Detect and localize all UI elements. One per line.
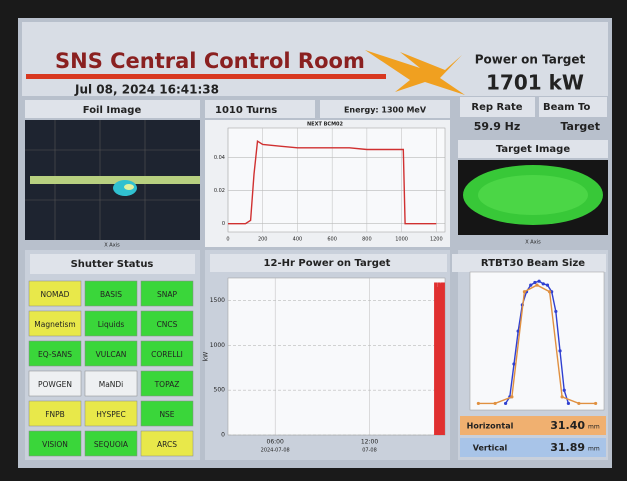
header-bar	[26, 74, 386, 79]
x-tick-date: 07-08	[362, 448, 377, 454]
x-tick-label: 1000	[395, 237, 408, 243]
series-point	[504, 402, 507, 405]
rep-rate-label: Rep Rate	[471, 102, 522, 113]
shutter-name: ARCS	[157, 440, 177, 449]
x-tick-label: 12:00	[361, 439, 378, 446]
x-tick-label: 800	[362, 237, 372, 243]
readout-label: Vertical	[473, 444, 508, 453]
readout-value: 31.89	[550, 441, 585, 454]
shutter-name: MaNDi	[99, 380, 124, 389]
x-tick-label: 200	[258, 237, 268, 243]
target-axis: X Axis	[525, 240, 541, 246]
series-point	[542, 282, 545, 285]
y-tick-label: 0	[222, 221, 225, 227]
y-tick-label: 0	[221, 432, 225, 439]
beam-to-label: Beam To	[543, 102, 591, 113]
x-tick-date: 2024-07-08	[261, 448, 290, 454]
series-point	[533, 281, 536, 284]
readout-unit: mm	[588, 424, 600, 431]
series-point	[494, 402, 497, 405]
power-label: Power on Target	[475, 53, 586, 67]
series-point	[537, 280, 540, 283]
shutter-name: SNAP	[157, 290, 178, 299]
datetime: Jul 08, 2024 16:41:38	[74, 83, 219, 97]
x-tick-label: 0	[226, 237, 229, 243]
shutter-name: EQ-SANS	[38, 350, 72, 359]
y-tick-label: 500	[214, 387, 226, 394]
shutter-name: FNPB	[45, 410, 65, 419]
shutter-name: NOMAD	[41, 290, 70, 299]
series-point	[546, 284, 549, 287]
foil-axis: X Axis	[104, 243, 120, 249]
shutter-name: NSE	[159, 410, 174, 419]
target-title: Target Image	[496, 144, 570, 155]
series-point	[567, 402, 570, 405]
x-tick-label: 600	[327, 237, 337, 243]
energy: Energy: 1300 MeV	[344, 106, 427, 115]
foil-title: Foil Image	[83, 105, 142, 116]
readout-value: 31.40	[550, 419, 585, 432]
series-point	[561, 395, 564, 398]
foil-core	[124, 184, 134, 190]
y-label: kW	[203, 352, 210, 361]
power-value: 1701 kW	[486, 71, 584, 95]
y-tick-label: 1000	[210, 342, 225, 349]
readout-unit: mm	[588, 446, 600, 453]
series-point	[558, 349, 561, 352]
shutter-name: VULCAN	[96, 350, 127, 359]
series-point	[477, 402, 480, 405]
chart-title: NEXT BCM02	[307, 122, 344, 128]
y-tick-label: 0.02	[214, 188, 225, 194]
shutter-name: SEQUOIA	[94, 440, 129, 449]
readout-label: Horizontal	[467, 422, 514, 431]
shutter-name: TOPAZ	[154, 380, 180, 389]
series-point	[510, 395, 513, 398]
foil-stripe	[30, 176, 200, 184]
shutter-name: Magnetism	[34, 320, 75, 329]
x-tick-label: 400	[293, 237, 303, 243]
shutter-name: CNCS	[157, 320, 178, 329]
series-point	[594, 402, 597, 405]
y-tick-label: 0.04	[214, 155, 225, 161]
beam-to: Target	[560, 120, 600, 133]
target-core	[478, 175, 588, 215]
title: SNS Central Control Room	[55, 49, 365, 73]
series-point	[548, 290, 551, 293]
shutter-name: VISION	[42, 440, 68, 449]
series-point	[563, 389, 566, 392]
series-point	[535, 284, 538, 287]
shutter-name: POWGEN	[38, 380, 72, 389]
shutter-name: HYSPEC	[96, 410, 125, 419]
y-tick-label: 1500	[210, 297, 225, 304]
series-point	[529, 284, 532, 287]
series-point	[554, 310, 557, 313]
chart-title: RTBT30 Beam Size	[481, 258, 585, 269]
plot-area	[228, 278, 445, 435]
bar	[442, 282, 445, 435]
shutter-name: Liquids	[98, 320, 125, 329]
series-point	[577, 402, 580, 405]
shutter-name: BASIS	[100, 290, 122, 299]
shutter-name: CORELLI	[151, 350, 183, 359]
x-tick-label: 1200	[430, 237, 443, 243]
chart-title: 12-Hr Power on Target	[264, 258, 391, 269]
x-tick-label: 06:00	[267, 439, 284, 446]
plot-area	[470, 272, 604, 410]
shutter-title: Shutter Status	[71, 259, 154, 270]
rep-rate: 59.9 Hz	[474, 120, 521, 133]
turns: 1010 Turns	[215, 105, 277, 116]
screen: SNS Central Control Room Jul 08, 2024 16…	[0, 0, 627, 481]
series-point	[523, 290, 526, 293]
